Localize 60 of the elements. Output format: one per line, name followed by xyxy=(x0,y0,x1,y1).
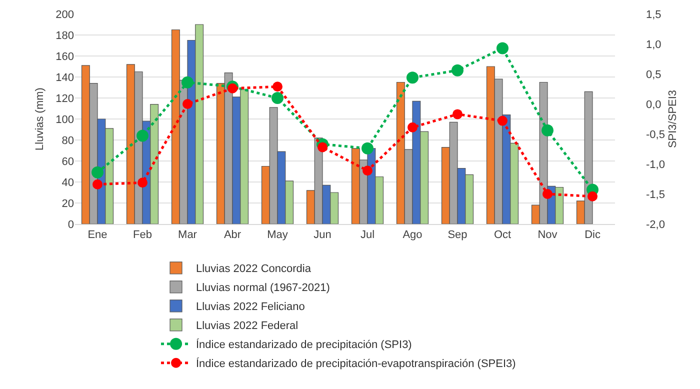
x-tick-label: Jul xyxy=(360,229,375,242)
point xyxy=(542,124,554,136)
y-tick-label: 60 xyxy=(62,156,74,168)
point xyxy=(272,92,284,104)
point xyxy=(452,64,464,76)
point xyxy=(92,179,102,190)
y2-tick-label: 0,0 xyxy=(646,98,662,111)
y-tick-label: 180 xyxy=(56,30,74,42)
x-tick-label: May xyxy=(267,229,288,242)
point xyxy=(588,191,598,202)
legend-label: Índice estandarizado de precipitación (SPI3) xyxy=(196,338,412,352)
x-tick-label: Nov xyxy=(538,229,558,242)
y-tick-label: 140 xyxy=(56,72,74,84)
legend-label: Lluvias 2022 Federal xyxy=(196,320,298,332)
y-tick-label: 0 xyxy=(68,218,74,231)
y-tick-label: 160 xyxy=(56,50,74,63)
y2-tick-label: -0,5 xyxy=(646,128,665,141)
point xyxy=(452,109,462,120)
point xyxy=(542,189,552,199)
point xyxy=(92,166,104,178)
point xyxy=(498,116,508,126)
x-tick-label: Jun xyxy=(314,229,332,242)
y-tick-label: 200 xyxy=(56,8,74,21)
point xyxy=(408,122,418,132)
legend-label: Lluvias 2022 Concordia xyxy=(196,263,312,276)
point xyxy=(362,166,372,176)
y-tick-label: 100 xyxy=(56,114,74,126)
legend-label: Lluvias normal (1967-2021) xyxy=(196,282,330,294)
x-tick-label: Oct xyxy=(494,229,512,242)
point xyxy=(496,42,508,54)
x-tick-label: Dic xyxy=(584,229,601,242)
x-tick-label: Ene xyxy=(88,229,108,242)
y-tick-label: 120 xyxy=(56,92,74,105)
y2-tick-label: -1,0 xyxy=(646,158,665,171)
y-tick-label: 20 xyxy=(62,198,74,210)
point xyxy=(182,76,194,88)
x-tick-label: Feb xyxy=(133,229,152,242)
x-tick-label: Abr xyxy=(224,229,242,242)
point xyxy=(272,82,282,92)
y2-tick-label: -1,5 xyxy=(646,188,665,201)
y-tick-label: 80 xyxy=(62,134,74,147)
point xyxy=(318,142,328,152)
y2-tick-label: 1,5 xyxy=(646,8,662,21)
y2-tick-label: 0,5 xyxy=(646,68,662,81)
point xyxy=(228,83,238,94)
point xyxy=(406,72,418,84)
legend-label: Lluvias 2022 Feliciano xyxy=(196,301,305,314)
y2-tick-label: 1,0 xyxy=(646,38,662,51)
y-tick-label: 40 xyxy=(62,176,74,189)
point xyxy=(136,130,148,142)
y2-tick-label: -2,0 xyxy=(646,218,665,231)
y-axis-title: Lluvias (mm) xyxy=(34,88,46,150)
point xyxy=(362,142,374,154)
legend-label: Índice estandarizado de precipitación-evapotranspiración (SPEI3) xyxy=(196,357,516,370)
point xyxy=(138,178,148,188)
x-tick-label: Sep xyxy=(448,229,468,242)
y2-axis-title: SPI3/SPEI3 xyxy=(666,90,679,148)
point xyxy=(182,99,192,109)
x-tick-label: Ago xyxy=(402,229,422,242)
x-tick-label: Mar xyxy=(178,229,198,242)
